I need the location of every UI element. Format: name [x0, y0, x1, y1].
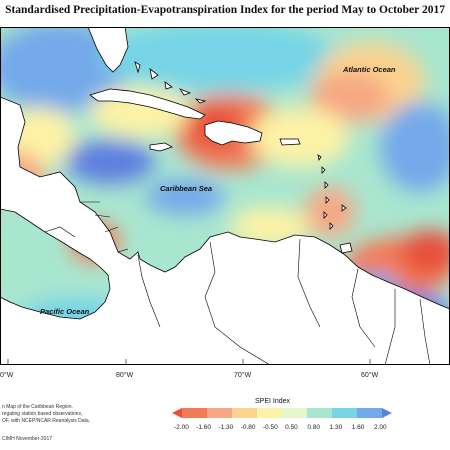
- jamaica: [149, 142, 173, 152]
- hispaniola: [204, 120, 263, 146]
- map-title: Standardised Precipitation-Evapotranspir…: [5, 4, 445, 16]
- map-canvas: [0, 27, 450, 365]
- legend-swatch: [182, 408, 208, 418]
- legend-colorbar: [172, 408, 392, 418]
- atlantic-ocean-label: Atlantic Ocean: [343, 65, 396, 74]
- puerto-rico: [279, 138, 301, 146]
- central-america: [0, 96, 450, 365]
- legend-tick-label: 1.30: [329, 424, 343, 431]
- cuba: [89, 88, 206, 120]
- legend-tick-label: -0.80: [240, 424, 256, 431]
- legend-tick-label: 2.00: [374, 424, 387, 431]
- caribbean-sea-label: Caribbean Sea: [160, 184, 213, 193]
- legend-swatch: [232, 408, 258, 418]
- legend-swatch: [332, 408, 358, 418]
- land-masses: [0, 27, 450, 365]
- legend-tick-label: 0.80: [307, 424, 320, 431]
- legend-tick-label: -1.60: [196, 424, 212, 431]
- credit-line: CIMH November-2017: [2, 436, 53, 442]
- lon-tick-label: 70°W: [234, 372, 252, 379]
- legend-swatch: [282, 408, 308, 418]
- country-borders: [44, 201, 431, 365]
- note-line-3: OF, with NCEP/NCAR Reanalysis Data.: [2, 418, 91, 424]
- pacific-ocean-label: Pacific Ocean: [40, 307, 90, 316]
- legend-tick-label: -2.00: [174, 424, 189, 431]
- lon-tick-label: 0°W: [0, 372, 14, 379]
- legend-swatch: [307, 408, 333, 418]
- note-line-2: regating station based observations,: [2, 411, 83, 417]
- lon-tick-label: 60°W: [361, 372, 379, 379]
- legend-swatch: [257, 408, 283, 418]
- florida: [87, 27, 129, 73]
- legend-title: SPEI Index: [255, 398, 291, 405]
- legend-tick-label: -1.30: [218, 424, 234, 431]
- lesser-antilles: [317, 154, 347, 230]
- legend-swatch: [357, 408, 383, 418]
- legend-tick-label: -0.50: [262, 424, 278, 431]
- lon-tick-label: 80°W: [116, 372, 134, 379]
- trinidad: [339, 242, 353, 254]
- legend-swatch: [382, 408, 392, 418]
- legend-swatch: [207, 408, 233, 418]
- bahamas: [134, 61, 207, 104]
- note-line-1: n Map of the Caribbean Region.: [2, 404, 73, 410]
- spei-map: Atlantic Ocean Caribbean Sea Pacific Oce…: [0, 27, 450, 365]
- legend-swatch: [172, 408, 182, 418]
- legend-tick-label: 1.60: [351, 424, 365, 431]
- legend-tick-label: 0.50: [285, 424, 298, 431]
